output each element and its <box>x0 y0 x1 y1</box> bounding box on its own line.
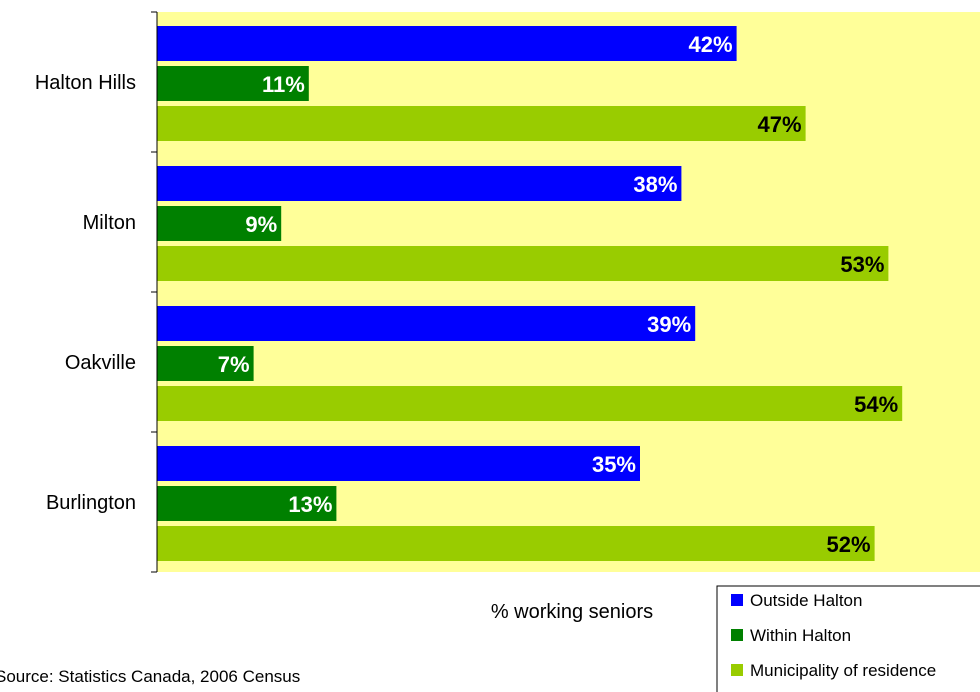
data-label: 47% <box>758 112 802 137</box>
data-label: 53% <box>840 252 884 277</box>
y-axis-ticks <box>151 11 157 573</box>
legend: Outside Halton Within Halton Municipality … <box>716 585 980 692</box>
legend-label: Municipality of residence <box>750 661 936 680</box>
data-label: 7% <box>218 352 250 377</box>
category-label: Halton Hills <box>35 72 136 94</box>
bar <box>157 26 737 61</box>
legend-swatch <box>731 629 743 641</box>
data-label: 54% <box>854 392 898 417</box>
category-label: Milton <box>83 212 136 234</box>
bars-group <box>157 26 903 561</box>
bar <box>157 166 682 201</box>
data-label: 52% <box>827 532 871 557</box>
data-label: 11% <box>262 72 305 97</box>
bar <box>157 486 337 521</box>
bar <box>157 66 309 101</box>
bar <box>157 346 254 381</box>
legend-box <box>716 585 980 692</box>
category-labels-group: Halton Hills Milton Oakville Burlington <box>35 72 136 514</box>
legend-swatch <box>731 664 743 676</box>
value-labels-group: 42% 11% 47% 38% 9% 53% 39% 7% 54% 35% 13% 52% <box>218 32 898 557</box>
data-label: 13% <box>288 492 332 517</box>
x-axis-label: % working seniors <box>491 601 653 623</box>
bar <box>157 106 806 141</box>
category-label: Oakville <box>65 352 136 374</box>
legend-label: Outside Halton <box>750 591 862 610</box>
bar <box>157 386 903 421</box>
data-label: 35% <box>592 452 636 477</box>
data-label: 38% <box>633 172 677 197</box>
bar <box>157 446 640 481</box>
bar <box>157 526 875 561</box>
bar <box>157 206 282 241</box>
bar <box>157 246 889 281</box>
data-label: 9% <box>245 212 277 237</box>
data-label: 39% <box>647 312 691 337</box>
category-label: Burlington <box>46 492 136 514</box>
legend-label: Within Halton <box>750 626 851 645</box>
bar <box>157 306 696 341</box>
source-note: Source: Statistics Canada, 2006 Census <box>0 667 300 686</box>
data-label: 42% <box>689 32 733 57</box>
legend-swatch <box>731 594 743 606</box>
